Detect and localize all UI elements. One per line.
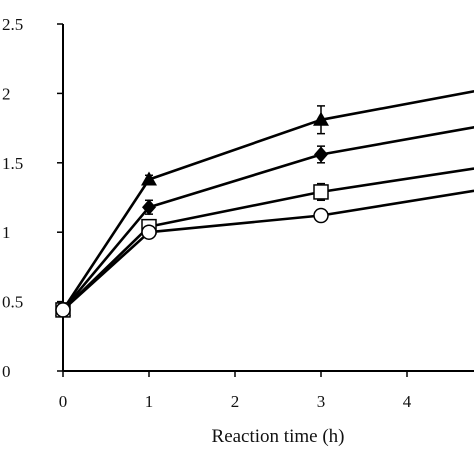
series-line [62,189,474,311]
x-tick-label: 0 [59,392,68,411]
series-line [62,167,474,311]
y-tick-label: 2 [2,84,11,103]
data-point [141,171,157,186]
series-3 [55,167,474,318]
x-tick-label: 1 [145,392,154,411]
series-1 [55,90,474,316]
x-tick-label: 2 [231,392,240,411]
x-axis: 0 1 2 3 4 [59,370,474,411]
y-tick-label: 0 [2,362,11,381]
data-point [313,111,329,126]
series-line [61,90,474,311]
data-point [313,207,329,224]
y-tick-label: 2.5 [2,15,23,34]
data-point [55,302,71,318]
y-tick-label: 0.5 [2,293,23,312]
data-point [313,184,329,200]
y-tick-label: 1 [2,223,11,242]
y-tick-label: 1.5 [2,154,23,173]
data-point [142,199,156,216]
data-point [314,146,328,163]
y-axis: 0 0.5 1 1.5 2 2.5 [2,15,64,381]
x-tick-label: 3 [317,392,326,411]
series-line [62,125,474,311]
series-4 [55,189,474,318]
series-2 [56,125,474,318]
series-layer [55,90,474,318]
x-tick-label: 4 [403,392,412,411]
data-point [141,224,157,240]
x-axis-title: Reaction time (h) [212,426,345,447]
